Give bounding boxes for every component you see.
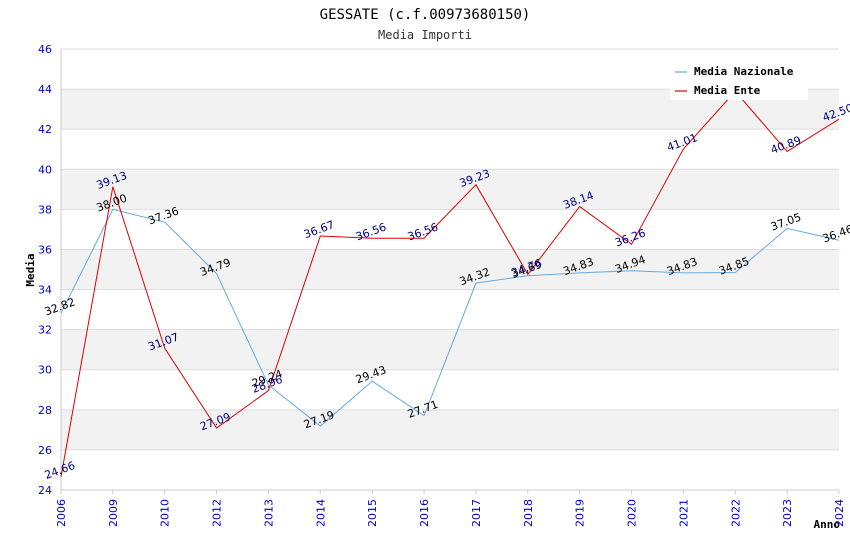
series-line-media-nazionale [60, 208, 840, 427]
series-lines [60, 90, 840, 477]
y-tick-label: 44 [38, 83, 52, 96]
y-tick-label: 38 [38, 203, 52, 216]
x-tick-label: 2021 [677, 499, 690, 527]
y-tick-label: 34 [38, 284, 52, 297]
legend-label-media-ente: Media Ente [694, 84, 761, 97]
data-label: 40.89 [769, 134, 803, 157]
legend-label-media-nazionale: Media Nazionale [694, 65, 794, 78]
axes [60, 49, 840, 494]
chart-title: GESSATE (c.f.00973680150) [320, 7, 531, 23]
y-tick-label: 26 [38, 444, 52, 457]
y-tick-label: 30 [38, 364, 52, 377]
x-tick-label: 2020 [626, 499, 639, 527]
x-tick-label: 2006 [55, 499, 68, 527]
x-tick-label: 2015 [366, 499, 379, 527]
x-tick-label: 2023 [781, 499, 794, 527]
gridlines [61, 48, 839, 491]
y-tick-label: 28 [38, 404, 52, 417]
x-tick-label: 2014 [314, 499, 327, 527]
y-tick-label: 24 [38, 484, 52, 497]
data-label: 24.66 [43, 459, 77, 482]
x-tick-label: 2016 [418, 499, 431, 527]
data-label: 36.46 [821, 222, 850, 245]
x-tick-label: 2013 [262, 499, 275, 527]
data-label: 36.56 [354, 220, 388, 243]
data-label: 36.56 [406, 220, 440, 243]
data-label: 32.82 [43, 295, 77, 318]
x-tick-label: 2019 [574, 499, 587, 527]
y-tick-label: 40 [38, 163, 52, 176]
y-tick-labels: 24 26 28 30 32 34 36 38 40 42 44 46 [38, 43, 52, 497]
y-tick-label: 36 [38, 243, 52, 256]
legend: Media Nazionale Media Ente [670, 60, 808, 100]
x-tick-label: 2017 [470, 499, 483, 527]
series-line-media-ente [60, 90, 840, 477]
y-tick-label: 46 [38, 43, 52, 56]
legend-box [670, 60, 808, 100]
grid-band [61, 249, 839, 290]
x-tick-label: 2012 [211, 499, 224, 527]
x-tick-label: 2010 [159, 499, 172, 527]
y-tick-label: 42 [38, 123, 52, 136]
grid-band [61, 409, 839, 450]
grid-band [61, 169, 839, 210]
y-axis-label: Media [24, 253, 37, 286]
data-label: 36.26 [613, 226, 647, 249]
x-tick-label: 2018 [522, 499, 535, 527]
data-label: 37.05 [769, 211, 803, 234]
x-tick-label: 2022 [729, 499, 742, 527]
data-label: 36.67 [302, 218, 336, 241]
x-tick-labels: 2006 2009 2010 2012 2013 2014 2015 2016 2017 2018… [55, 499, 846, 527]
x-tick-label: 2009 [107, 499, 120, 527]
chart-subtitle: Media Importi [378, 28, 472, 42]
y-tick-label: 32 [38, 324, 52, 337]
x-tick-label: 2024 [833, 499, 846, 527]
x-axis-label: Anno [814, 518, 841, 531]
